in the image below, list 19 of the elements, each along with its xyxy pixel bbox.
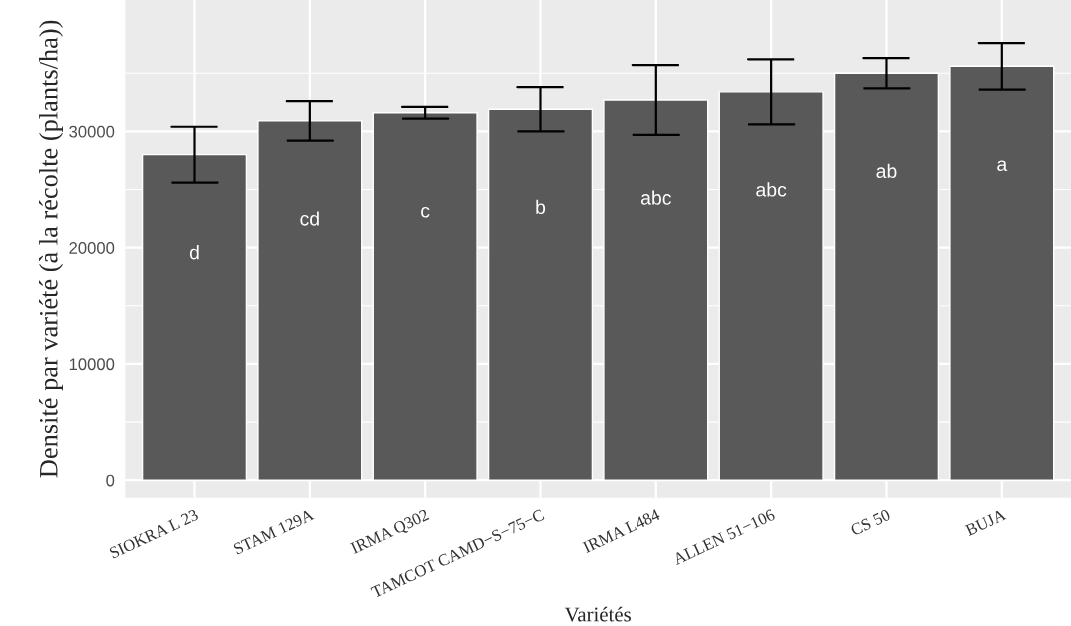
annotation: d [189,245,199,260]
annotation: abc [640,190,671,205]
x-tick-label: CS 50 [849,508,891,536]
annotation: c [421,206,430,218]
y-tick-label: 30000 [69,125,115,138]
y-tick-label: 10000 [69,358,115,371]
annotation: cd [300,211,319,226]
x-tick-label: BUJA [964,508,1007,537]
annotation: a [997,160,1008,172]
y-axis-title: Densité par variété (à la récolte (plants/ha)) [39,20,63,478]
x-axis-title: Variétés [564,606,631,622]
annotation: ab [876,163,897,179]
annotation: abc [756,182,787,197]
annotation: b [536,199,546,215]
x-tick-label: STAM 129A [232,508,315,555]
x-tick-label: IRMA L484 [582,508,661,554]
x-tick-label: IRMA Q302 [349,508,431,557]
y-tick-label: 20000 [69,242,115,254]
y-tick-label: 0 [106,474,115,487]
